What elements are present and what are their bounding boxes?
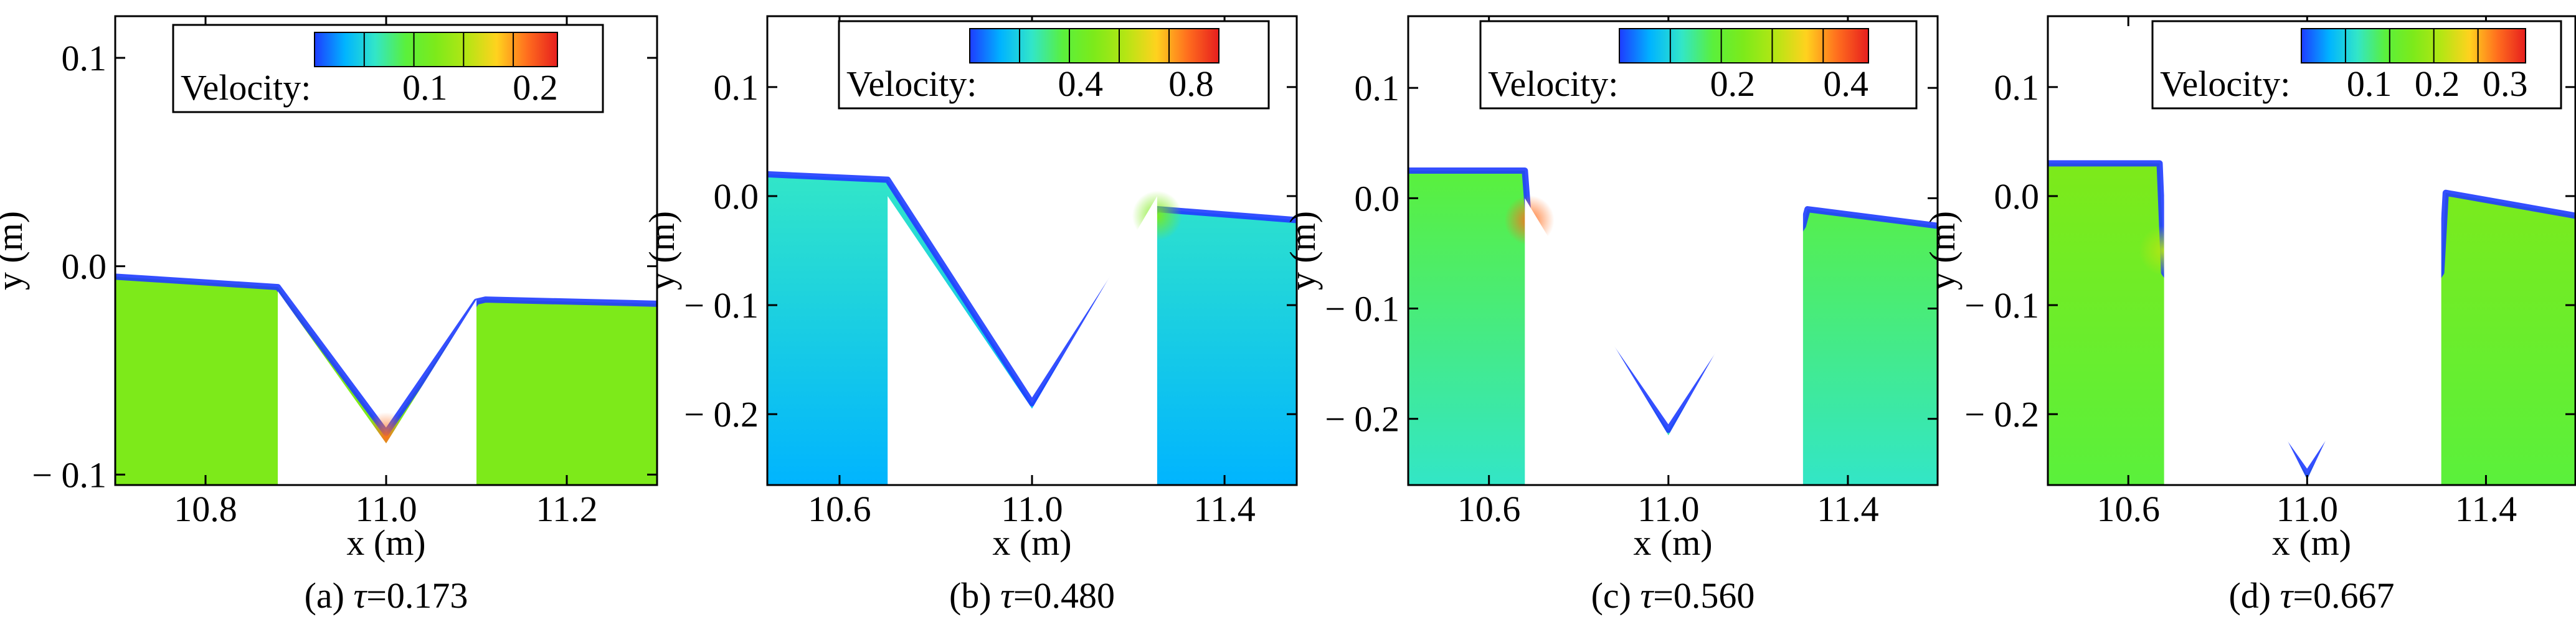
legend-tick-label: 0.2 xyxy=(513,67,558,108)
panel-caption: (c) τ=0.560 xyxy=(1591,575,1755,616)
x-tick-label: 11.4 xyxy=(1193,489,1255,529)
y-tick-label: − 0.1 xyxy=(32,455,107,495)
panel-b: 10.6 11.0 11.4 0.1 0.0 − 0.1 − 0.2 x (m) y (m) (b… xyxy=(642,15,1298,616)
axes-frame xyxy=(1407,15,1939,486)
legend: Velocity: 0.1 0.2 0.3 xyxy=(2151,20,2562,110)
caption-symbol: τ xyxy=(2280,575,2294,616)
y-tick-label: − 0.2 xyxy=(1325,399,1399,440)
weir-notch xyxy=(278,291,476,485)
x-tick-label: 11.4 xyxy=(2455,489,2517,529)
y-tick-label: 0.1 xyxy=(714,67,759,108)
colorbar xyxy=(2301,28,2526,64)
y-tick-label: − 0.1 xyxy=(1964,285,2039,326)
x-tick-label: 10.6 xyxy=(808,489,871,529)
legend-tick-label: 0.2 xyxy=(1710,64,1756,104)
free-surface xyxy=(1408,167,1938,433)
water-body xyxy=(115,276,657,485)
panel-caption: (b) τ=0.480 xyxy=(949,575,1115,616)
x-axis-label: x (m) xyxy=(346,522,425,563)
caption-prefix: (c) xyxy=(1591,575,1641,616)
legend-label: Velocity: xyxy=(2160,64,2290,104)
legend-tick-label: 0.8 xyxy=(1168,64,1214,104)
legend-label: Velocity: xyxy=(181,67,311,108)
x-axis-label: x (m) xyxy=(992,522,1071,563)
water-body xyxy=(2048,163,2575,485)
weir-notch xyxy=(888,196,1157,485)
panel-d: 10.6 11.0 11.4 0.1 0.0 − 0.1 − 0.2 x (m) y (m) (d… xyxy=(1922,15,2576,616)
x-axis-label: x (m) xyxy=(1633,522,1712,563)
legend-tick-label: 0.4 xyxy=(1823,64,1868,104)
y-tick-label: − 0.1 xyxy=(1325,289,1399,329)
y-axis-label: y (m) xyxy=(1282,211,1323,290)
x-tick-label: 11.2 xyxy=(536,489,597,529)
plot-area-0 xyxy=(115,273,657,485)
weir-notch xyxy=(1525,198,1803,485)
free-surface xyxy=(767,171,1297,407)
panel-a: 10.8 11.0 11.2 0.1 0.0 − 0.1 x (m) y (m) (a) τ=0… xyxy=(0,15,658,616)
x-tick-label: 11.0 xyxy=(1001,489,1063,529)
panel-caption: (d) τ=0.667 xyxy=(2228,575,2394,616)
x-tick-label: 11.4 xyxy=(1817,489,1878,529)
y-tick-label: 0.0 xyxy=(1355,178,1400,219)
panel-caption: (a) τ=0.173 xyxy=(305,575,468,616)
colorbar xyxy=(314,32,558,67)
x-axis-label: x (m) xyxy=(2272,522,2351,563)
y-axis-label: y (m) xyxy=(642,211,682,290)
caption-symbol: τ xyxy=(1640,575,1654,616)
legend: Velocity: 0.4 0.8 xyxy=(838,20,1270,110)
legend: Velocity: 0.1 0.2 xyxy=(172,24,604,113)
free-surface xyxy=(115,273,657,436)
legend-tick-label: 0.1 xyxy=(402,67,448,108)
legend-label: Velocity: xyxy=(1488,64,1618,104)
legend-tick-label: 0.1 xyxy=(2347,64,2392,104)
panel-c: 10.6 11.0 11.4 0.1 0.0 − 0.1 − 0.2 x (m) y (m) (c… xyxy=(1282,15,1939,616)
colorbar xyxy=(969,28,1219,64)
plot-area-2 xyxy=(1408,167,1938,485)
x-tick-label: 11.0 xyxy=(355,489,417,529)
caption-symbol: τ xyxy=(353,575,367,616)
y-axis-label: y (m) xyxy=(1922,211,1963,290)
y-tick-label: − 0.2 xyxy=(684,394,759,435)
caption-symbol: τ xyxy=(1000,575,1015,616)
legend-tick-label: 0.2 xyxy=(2415,64,2460,104)
panels: 10.811.011.20.10.0− 0.1x (m)y (m)(a) τ=0… xyxy=(0,15,2576,616)
y-axis-label: y (m) xyxy=(0,211,30,290)
caption-prefix: (a) xyxy=(305,575,354,616)
y-tick-label: 0.0 xyxy=(714,176,759,217)
y-tick-label: 0.1 xyxy=(1994,67,2040,108)
legend-tick-label: 0.3 xyxy=(2483,64,2528,104)
caption-prefix: (b) xyxy=(949,575,1000,616)
axes-frame xyxy=(2047,15,2576,486)
y-tick-label: 0.0 xyxy=(1994,176,2040,217)
weir-notch xyxy=(2164,196,2441,485)
x-tick-label: 11.0 xyxy=(2276,489,2338,529)
y-tick-label: 0.1 xyxy=(1355,68,1400,108)
legend-label: Velocity: xyxy=(846,64,977,104)
y-tick-label: 0.1 xyxy=(62,38,107,78)
caption-value: =0.173 xyxy=(366,575,468,616)
x-tick-label: 10.8 xyxy=(174,489,237,529)
x-tick-label: 10.6 xyxy=(1457,489,1521,529)
free-surface xyxy=(2048,160,2575,478)
caption-value: =0.560 xyxy=(1653,575,1754,616)
caption-value: =0.480 xyxy=(1013,575,1115,616)
legend-tick-label: 0.4 xyxy=(1058,64,1104,104)
y-tick-label: − 0.1 xyxy=(684,285,759,326)
y-tick-label: 0.0 xyxy=(62,247,107,287)
y-tick-label: − 0.2 xyxy=(1964,394,2039,435)
legend: Velocity: 0.2 0.4 xyxy=(1479,20,1918,110)
plot-area-1 xyxy=(767,171,1297,485)
x-tick-label: 10.6 xyxy=(2096,489,2160,529)
x-tick-label: 11.0 xyxy=(1637,489,1699,529)
colorbar xyxy=(1619,28,1869,64)
plot-area-3 xyxy=(2048,160,2575,485)
caption-prefix: (d) xyxy=(2228,575,2280,616)
caption-value: =0.667 xyxy=(2293,575,2394,616)
